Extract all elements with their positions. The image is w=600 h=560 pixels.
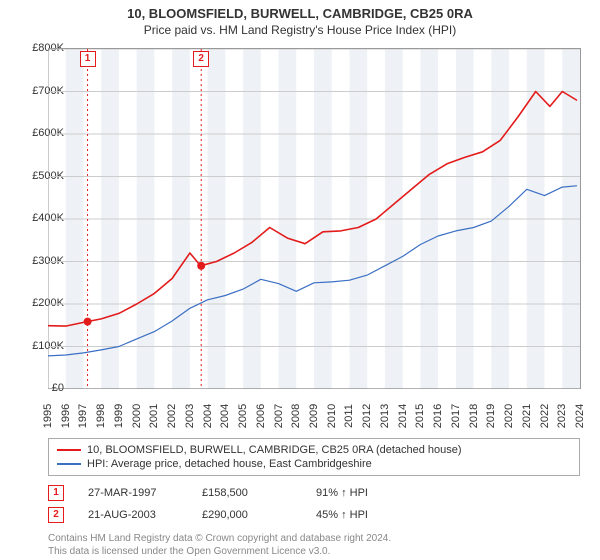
transaction-price: £158,500 <box>202 487 292 499</box>
legend-swatch-hpi <box>57 463 81 465</box>
chart-svg <box>48 49 580 389</box>
x-tick-label: 2021 <box>521 404 533 428</box>
x-tick-label: 2007 <box>273 404 285 428</box>
credit-line-1: Contains HM Land Registry data © Crown c… <box>48 532 580 545</box>
x-tick-label: 2015 <box>414 404 426 428</box>
x-tick-label: 2012 <box>361 404 373 428</box>
x-tick-label: 1998 <box>95 404 107 428</box>
chart-subtitle: Price paid vs. HM Land Registry's House … <box>0 21 600 41</box>
x-tick-label: 2006 <box>255 404 267 428</box>
table-row: 2 21-AUG-2003 £290,000 45% ↑ HPI <box>48 504 580 526</box>
x-tick-label: 2017 <box>450 404 462 428</box>
x-tick-label: 2009 <box>308 404 320 428</box>
x-tick-label: 2001 <box>148 404 160 428</box>
x-tick-label: 2010 <box>326 404 338 428</box>
chart-transaction-marker: 2 <box>193 51 209 67</box>
chart-footer: 10, BLOOMSFIELD, BURWELL, CAMBRIDGE, CB2… <box>48 438 580 558</box>
x-tick-label: 2019 <box>485 404 497 428</box>
credit-line-2: This data is licensed under the Open Gov… <box>48 545 580 558</box>
legend-swatch-property <box>57 449 81 451</box>
credit-text: Contains HM Land Registry data © Crown c… <box>48 532 580 558</box>
x-tick-label: 2008 <box>290 404 302 428</box>
transaction-marker-2: 2 <box>48 507 64 523</box>
x-tick-label: 1995 <box>42 404 54 428</box>
x-tick-label: 2022 <box>539 404 551 428</box>
x-tick-label: 2011 <box>343 404 355 428</box>
x-tick-label: 2004 <box>219 404 231 428</box>
x-tick-label: 2014 <box>397 404 409 428</box>
x-tick-label: 2020 <box>503 404 515 428</box>
x-tick-label: 1997 <box>77 404 89 428</box>
x-tick-label: 2002 <box>166 404 178 428</box>
transaction-price: £290,000 <box>202 509 292 521</box>
x-tick-label: 2004 <box>202 404 214 428</box>
chart-container: 10, BLOOMSFIELD, BURWELL, CAMBRIDGE, CB2… <box>0 0 600 560</box>
transaction-date: 21-AUG-2003 <box>88 509 178 521</box>
x-tick-label: 1996 <box>60 404 72 428</box>
chart-plot-area: 12 <box>48 48 581 389</box>
x-tick-label: 2024 <box>574 404 586 428</box>
transaction-date: 27-MAR-1997 <box>88 487 178 499</box>
transactions-table: 1 27-MAR-1997 £158,500 91% ↑ HPI 2 21-AU… <box>48 482 580 526</box>
x-tick-label: 2003 <box>184 404 196 428</box>
legend-label-hpi: HPI: Average price, detached house, East… <box>87 458 372 470</box>
x-tick-label: 2013 <box>379 404 391 428</box>
chart-title: 10, BLOOMSFIELD, BURWELL, CAMBRIDGE, CB2… <box>0 0 600 21</box>
transaction-pct: 45% ↑ HPI <box>316 509 406 521</box>
x-tick-label: 2016 <box>432 404 444 428</box>
table-row: 1 27-MAR-1997 £158,500 91% ↑ HPI <box>48 482 580 504</box>
legend-label-property: 10, BLOOMSFIELD, BURWELL, CAMBRIDGE, CB2… <box>87 444 462 456</box>
x-tick-label: 2005 <box>237 404 249 428</box>
transaction-pct: 91% ↑ HPI <box>316 487 406 499</box>
legend-box: 10, BLOOMSFIELD, BURWELL, CAMBRIDGE, CB2… <box>48 438 580 476</box>
x-tick-label: 2018 <box>468 404 480 428</box>
x-tick-label: 1999 <box>113 404 125 428</box>
transaction-marker-1: 1 <box>48 485 64 501</box>
chart-transaction-marker: 1 <box>80 51 96 67</box>
x-tick-label: 2023 <box>556 404 568 428</box>
legend-item-hpi: HPI: Average price, detached house, East… <box>57 457 571 471</box>
x-tick-label: 2000 <box>131 404 143 428</box>
legend-item-property: 10, BLOOMSFIELD, BURWELL, CAMBRIDGE, CB2… <box>57 443 571 457</box>
